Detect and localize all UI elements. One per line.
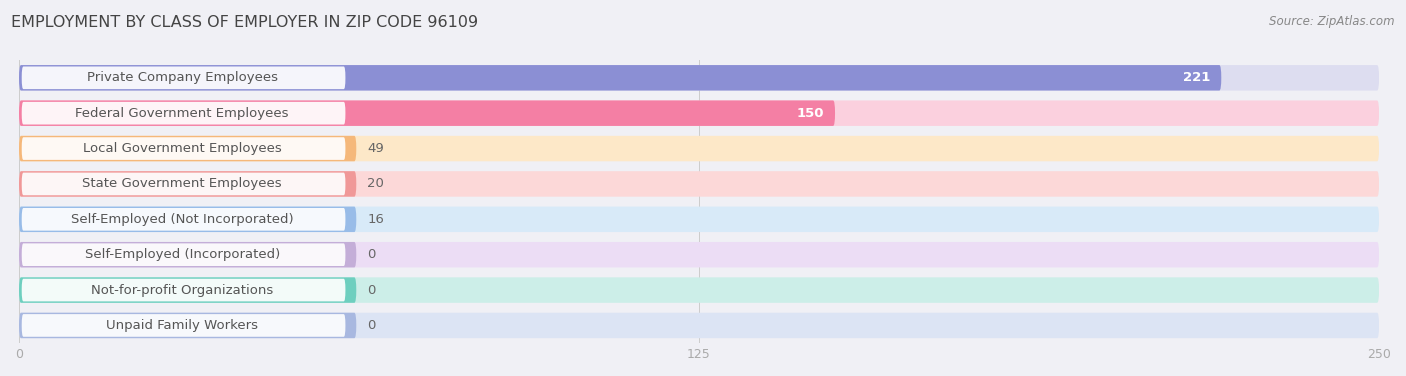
Text: 20: 20 <box>367 177 384 190</box>
Text: Private Company Employees: Private Company Employees <box>87 71 278 84</box>
FancyBboxPatch shape <box>21 137 346 160</box>
Text: 221: 221 <box>1182 71 1211 84</box>
FancyBboxPatch shape <box>20 277 1379 303</box>
Text: Self-Employed (Not Incorporated): Self-Employed (Not Incorporated) <box>70 213 294 226</box>
FancyBboxPatch shape <box>20 171 1379 197</box>
Text: Local Government Employees: Local Government Employees <box>83 142 281 155</box>
FancyBboxPatch shape <box>20 136 356 161</box>
Text: Self-Employed (Incorporated): Self-Employed (Incorporated) <box>84 248 280 261</box>
FancyBboxPatch shape <box>21 243 346 266</box>
FancyBboxPatch shape <box>21 208 346 230</box>
Text: Source: ZipAtlas.com: Source: ZipAtlas.com <box>1270 15 1395 28</box>
FancyBboxPatch shape <box>21 279 346 302</box>
FancyBboxPatch shape <box>20 206 356 232</box>
FancyBboxPatch shape <box>21 314 346 337</box>
FancyBboxPatch shape <box>20 277 356 303</box>
Text: Federal Government Employees: Federal Government Employees <box>76 107 290 120</box>
FancyBboxPatch shape <box>20 242 356 267</box>
FancyBboxPatch shape <box>20 206 1379 232</box>
FancyBboxPatch shape <box>20 100 835 126</box>
FancyBboxPatch shape <box>20 242 1379 267</box>
FancyBboxPatch shape <box>21 102 346 124</box>
Text: 0: 0 <box>367 284 375 297</box>
Text: 150: 150 <box>797 107 824 120</box>
FancyBboxPatch shape <box>20 171 356 197</box>
Text: EMPLOYMENT BY CLASS OF EMPLOYER IN ZIP CODE 96109: EMPLOYMENT BY CLASS OF EMPLOYER IN ZIP C… <box>11 15 478 30</box>
FancyBboxPatch shape <box>20 65 1222 91</box>
FancyBboxPatch shape <box>20 313 356 338</box>
Text: Unpaid Family Workers: Unpaid Family Workers <box>107 319 259 332</box>
FancyBboxPatch shape <box>20 65 1379 91</box>
Text: 16: 16 <box>367 213 384 226</box>
Text: State Government Employees: State Government Employees <box>83 177 283 190</box>
FancyBboxPatch shape <box>20 100 1379 126</box>
Text: Not-for-profit Organizations: Not-for-profit Organizations <box>91 284 273 297</box>
Text: 0: 0 <box>367 319 375 332</box>
FancyBboxPatch shape <box>21 173 346 195</box>
FancyBboxPatch shape <box>20 136 1379 161</box>
FancyBboxPatch shape <box>20 313 1379 338</box>
Text: 0: 0 <box>367 248 375 261</box>
FancyBboxPatch shape <box>21 67 346 89</box>
Text: 49: 49 <box>367 142 384 155</box>
